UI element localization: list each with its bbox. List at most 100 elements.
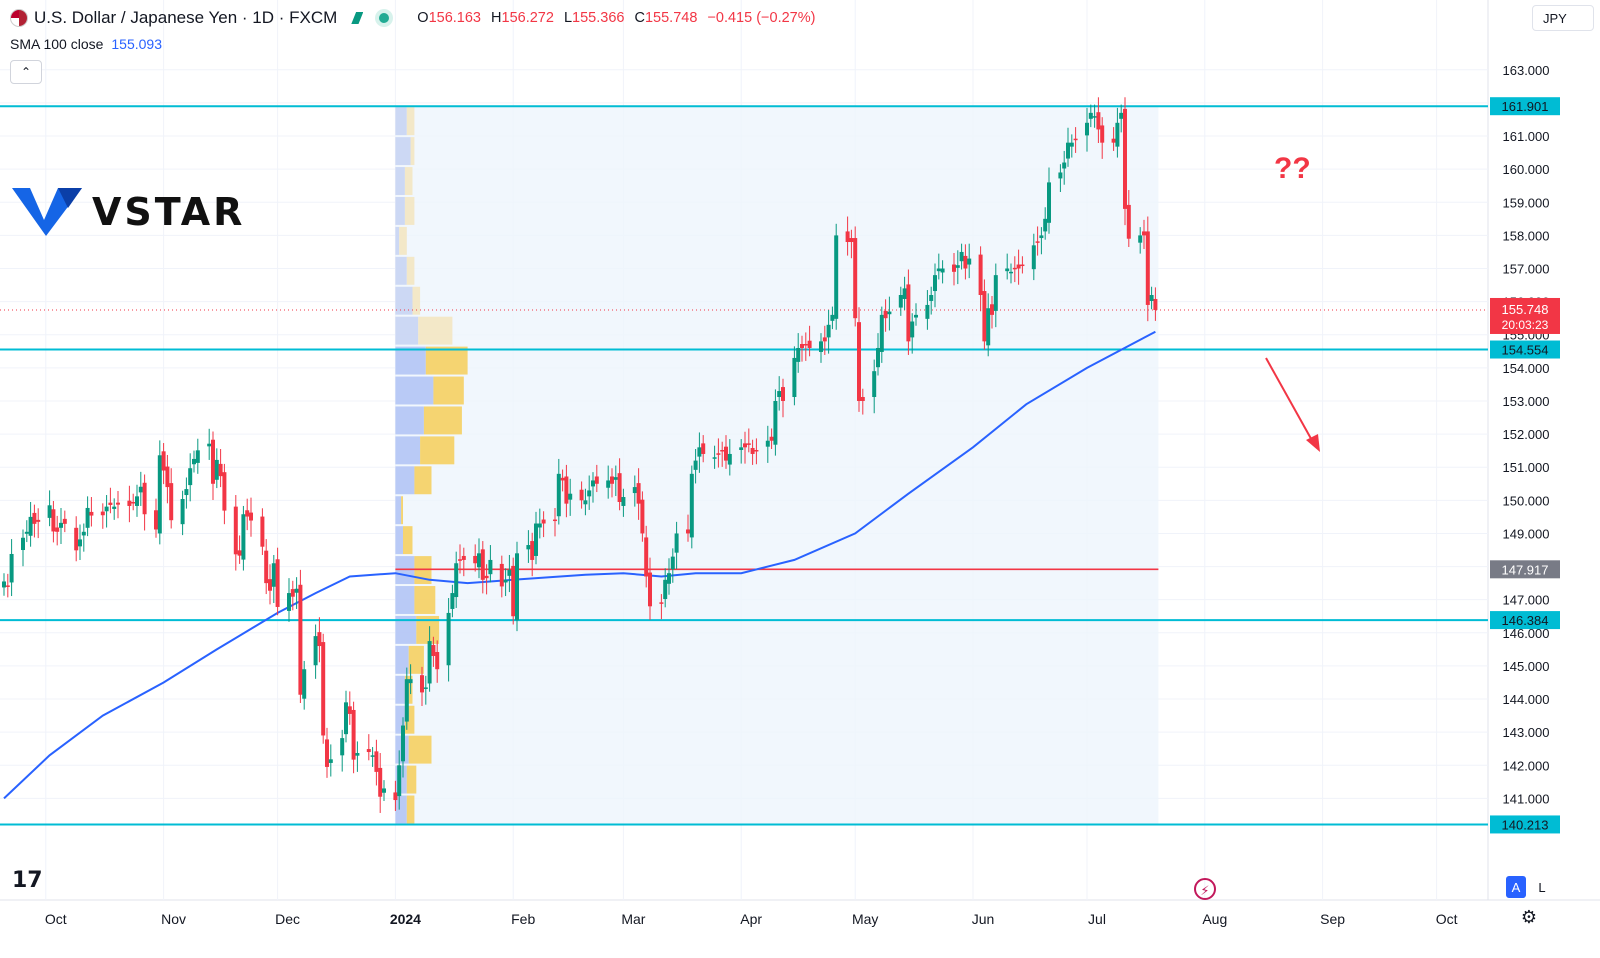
- collapse-legend-button[interactable]: ⌃: [10, 60, 42, 84]
- candle-body: [967, 258, 972, 265]
- currency-flag-icon: [10, 9, 28, 27]
- candle-body: [636, 483, 641, 504]
- candle: [188, 453, 193, 502]
- candle-body: [165, 466, 170, 488]
- y-tick-label: 163.000: [1503, 63, 1550, 78]
- y-tick-label: 152.000: [1503, 427, 1550, 442]
- candle-body: [195, 450, 200, 463]
- candle: [116, 491, 120, 519]
- close-value: 155.748: [644, 10, 698, 26]
- candle-body: [568, 493, 573, 500]
- candle: [165, 454, 170, 504]
- candle-body: [211, 439, 215, 484]
- candle-body: [879, 314, 884, 352]
- candle: [325, 727, 329, 778]
- level-tag: [1490, 340, 1560, 359]
- candle: [461, 547, 466, 577]
- candle-body: [807, 340, 812, 348]
- candle-body: [81, 531, 86, 536]
- candle: [883, 299, 888, 332]
- candle-body: [1145, 231, 1150, 305]
- candle: [876, 333, 880, 376]
- currency-selector[interactable]: JPY: [1532, 5, 1594, 31]
- candle: [142, 474, 147, 531]
- candle-body: [876, 347, 880, 368]
- candle: [1073, 127, 1078, 153]
- candle: [446, 598, 451, 682]
- candle: [450, 584, 455, 618]
- y-tick-label: 158.000: [1503, 228, 1550, 243]
- candle-body: [693, 460, 698, 470]
- candle: [1096, 97, 1101, 143]
- candle: [693, 449, 698, 484]
- candle-body: [526, 545, 531, 550]
- candle-body: [378, 767, 383, 797]
- volume-profile-bar-up: [395, 675, 405, 704]
- candle: [74, 516, 79, 562]
- candle-body: [1043, 218, 1048, 232]
- candle: [161, 443, 166, 485]
- sma-legend[interactable]: SMA 100 close 155.093: [10, 36, 162, 52]
- candle: [135, 484, 139, 517]
- candle: [62, 510, 67, 533]
- candle: [640, 491, 645, 542]
- log-scale-button[interactable]: L: [1538, 879, 1546, 895]
- candle-body: [746, 443, 751, 445]
- candle: [499, 555, 504, 598]
- candle-body: [351, 709, 356, 760]
- candle: [933, 263, 937, 308]
- tradingview-logo[interactable]: 17: [12, 868, 43, 893]
- vstar-logo: VSTAR: [12, 186, 245, 238]
- candle: [351, 701, 356, 774]
- candle: [845, 216, 850, 256]
- candle: [154, 498, 158, 538]
- candle-body: [157, 455, 162, 534]
- candle-body: [1047, 182, 1051, 223]
- candle: [967, 243, 972, 279]
- candle: [55, 515, 60, 546]
- sma-line: [3, 330, 1156, 800]
- candle: [1035, 226, 1040, 256]
- candle: [830, 306, 835, 330]
- candle-body: [55, 527, 60, 532]
- candle: [720, 441, 725, 467]
- candle-body: [458, 559, 462, 561]
- gear-icon[interactable]: ⚙: [1520, 907, 1538, 927]
- candle: [1149, 286, 1154, 310]
- candle: [1145, 216, 1150, 322]
- candle: [1088, 104, 1093, 128]
- candle-body: [503, 579, 508, 583]
- y-tick-label: 147.000: [1503, 593, 1550, 608]
- candle: [271, 554, 276, 603]
- candle: [47, 490, 52, 527]
- x-tick-label: 2024: [390, 911, 421, 927]
- candle-body: [613, 477, 618, 480]
- candle-body: [1009, 271, 1013, 274]
- y-tick-label: 160.000: [1503, 162, 1550, 177]
- y-tick-label: 143.000: [1503, 725, 1550, 740]
- candle-body: [28, 516, 33, 536]
- candle-body: [883, 310, 888, 319]
- candle: [670, 548, 675, 583]
- auto-scale-button[interactable]: A: [1506, 876, 1526, 898]
- candle-body: [773, 400, 778, 445]
- candle-body: [955, 265, 960, 268]
- lightning-icon[interactable]: ⚡: [1194, 878, 1216, 900]
- candle-body: [697, 447, 702, 457]
- x-tick-label: Nov: [161, 911, 186, 927]
- volume-profile-bar-up: [395, 226, 400, 255]
- candle-body: [427, 641, 432, 684]
- candle: [85, 496, 90, 537]
- candle: [724, 435, 728, 469]
- candle-body: [515, 553, 519, 621]
- candle: [264, 539, 269, 595]
- y-tick-label: 159.000: [1503, 195, 1550, 210]
- candle-body: [560, 477, 565, 481]
- candle: [765, 425, 770, 463]
- candle-body: [537, 523, 542, 528]
- volume-profile-bar-up: [395, 107, 407, 136]
- candle-body: [606, 480, 611, 488]
- candle: [963, 244, 968, 280]
- symbol-title[interactable]: U.S. Dollar / Japanese Yen · 1D · FXCM: [34, 8, 338, 27]
